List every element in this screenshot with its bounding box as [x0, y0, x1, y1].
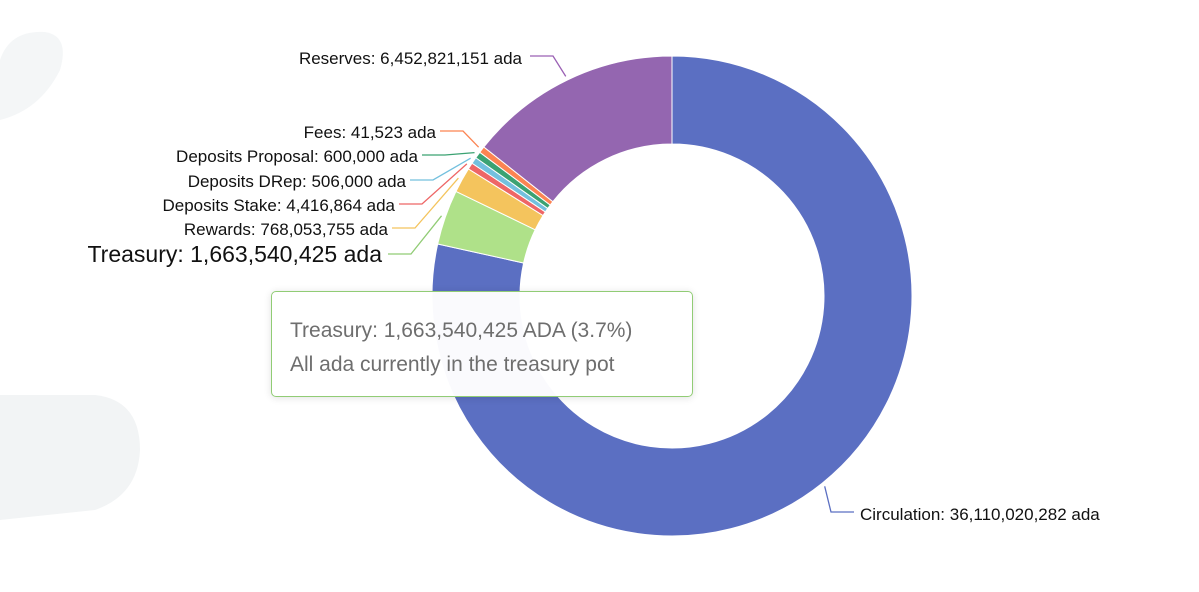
label-line-rewards [392, 177, 459, 229]
slice-reserves[interactable] [483, 55, 673, 203]
label-line-deposits-drep [410, 157, 471, 181]
slice-label-reserves: Reserves: 6,452,821,151 ada [299, 49, 523, 68]
slice-label-treasury: Treasury: 1,663,540,425 ada [87, 241, 382, 267]
label-lines-layer [388, 55, 854, 513]
label-line-deposits-stake [399, 163, 468, 205]
label-line-fees [440, 130, 480, 148]
slice-label-deposits-proposal: Deposits Proposal: 600,000 ada [176, 147, 418, 166]
slice-label-deposits-drep: Deposits DRep: 506,000 ada [188, 172, 407, 191]
tooltip-title: Treasury: 1,663,540,425 ADA (3.7%) [290, 319, 633, 342]
label-line-treasury [388, 215, 443, 255]
label-line-reserves [530, 55, 567, 77]
slice-label-deposits-stake: Deposits Stake: 4,416,864 ada [163, 196, 396, 215]
chart-tooltip: Treasury: 1,663,540,425 ADA (3.7%) All a… [271, 291, 693, 397]
slice-label-fees: Fees: 41,523 ada [304, 123, 437, 142]
background-blob-bottom [0, 395, 140, 520]
slice-label-circulation: Circulation: 36,110,020,282 ada [860, 505, 1100, 524]
slice-label-rewards: Rewards: 768,053,755 ada [184, 220, 389, 239]
label-line-circulation [824, 486, 854, 513]
labels-layer: Reserves: 6,452,821,151 ada Fees: 41,523… [87, 49, 1100, 524]
tooltip-description: All ada currently in the treasury pot [290, 353, 615, 376]
slices-layer [431, 55, 913, 537]
label-line-deposits-proposal [422, 152, 475, 156]
background-blob-top [0, 31, 63, 120]
